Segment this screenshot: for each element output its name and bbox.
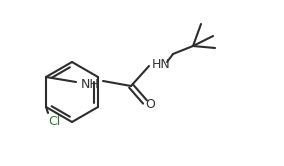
Text: NH: NH — [81, 78, 99, 90]
Text: O: O — [145, 97, 155, 111]
Text: HN: HN — [152, 57, 170, 71]
Text: Cl: Cl — [48, 115, 60, 127]
